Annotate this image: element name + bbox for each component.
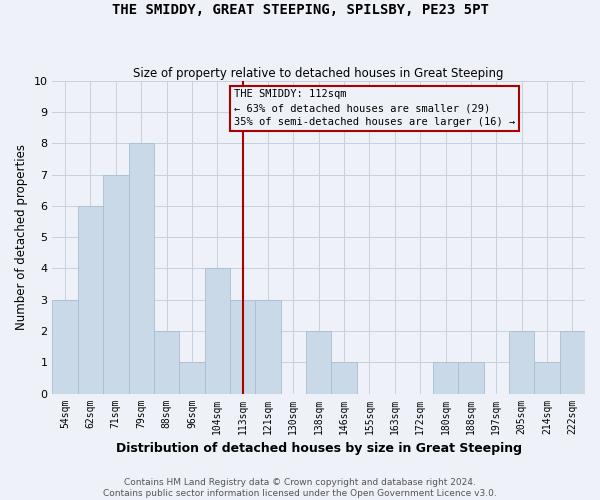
Bar (78, 206, 103, 394)
Text: THE SMIDDY: 112sqm
← 63% of detached houses are smaller (29)
35% of semi-detache: THE SMIDDY: 112sqm ← 63% of detached hou… (234, 90, 515, 128)
Bar (128, 143, 154, 394)
Bar (306, 331, 331, 394)
Bar (103, 174, 128, 394)
Bar (154, 331, 179, 394)
Bar (433, 362, 458, 394)
Bar (509, 331, 534, 394)
Bar (256, 300, 281, 394)
Text: Contains HM Land Registry data © Crown copyright and database right 2024.
Contai: Contains HM Land Registry data © Crown c… (103, 478, 497, 498)
Bar (331, 362, 357, 394)
Bar (534, 362, 560, 394)
Bar (560, 331, 585, 394)
Title: Size of property relative to detached houses in Great Steeping: Size of property relative to detached ho… (133, 66, 504, 80)
Text: THE SMIDDY, GREAT STEEPING, SPILSBY, PE23 5PT: THE SMIDDY, GREAT STEEPING, SPILSBY, PE2… (112, 2, 488, 16)
Bar (52, 300, 78, 394)
X-axis label: Distribution of detached houses by size in Great Steeping: Distribution of detached houses by size … (116, 442, 522, 455)
Bar (205, 268, 230, 394)
Y-axis label: Number of detached properties: Number of detached properties (15, 144, 28, 330)
Bar (230, 300, 256, 394)
Bar (458, 362, 484, 394)
Bar (179, 362, 205, 394)
